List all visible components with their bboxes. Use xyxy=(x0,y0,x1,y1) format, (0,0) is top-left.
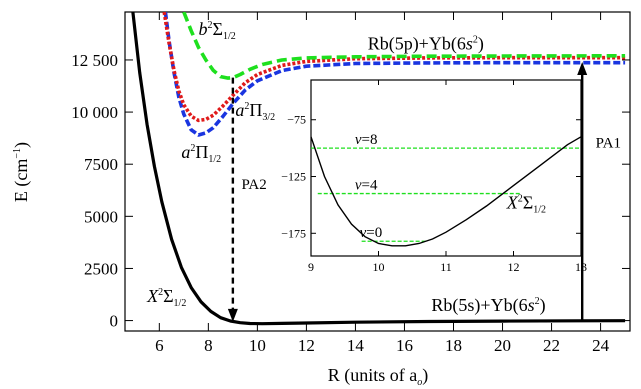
plot-frame xyxy=(124,11,631,332)
x-tick-label: 20 xyxy=(494,336,511,355)
inset-y-tick-label: −125 xyxy=(281,170,306,184)
inset-y-tick-label: −75 xyxy=(287,113,306,127)
label-x-state: X2Σ1/2 xyxy=(146,286,186,309)
x-axis-ticks: 6 8 10 12 14 16 18 20 22 24 xyxy=(155,12,610,355)
vibrational-level-label: ν=0 xyxy=(360,225,383,241)
arrows xyxy=(227,62,588,323)
y-axis-ticks: 0 2500 5000 7500 10 000 12 500 xyxy=(71,51,630,331)
series-b-line xyxy=(182,12,626,80)
inset-label-x-state: X2Σ1/2 xyxy=(506,192,546,215)
label-a1-state: a2Π1/2 xyxy=(181,142,221,165)
x-tick-label: 8 xyxy=(204,336,213,355)
inset-x-tick-label: 9 xyxy=(308,260,314,274)
inset-plot: 9 10 11 12 13 −75 −125 −175 ν=8 ν=4 ν=0 X2Σ1/2 xyxy=(281,79,587,274)
inset-vibrational-levels: ν=8 ν=4 ν=0 xyxy=(311,132,581,242)
label-PA2: PA2 xyxy=(241,177,266,193)
vibrational-level-label: ν=4 xyxy=(355,178,378,194)
label-PA1: PA1 xyxy=(596,136,621,152)
series-a1-line xyxy=(163,12,626,137)
arrow-PA2-head xyxy=(227,308,238,322)
label-lower-asymptote: Rb(5s)+Yb(6s2) xyxy=(431,295,545,316)
y-tick-label: 2500 xyxy=(84,259,118,278)
series-a3-line xyxy=(162,12,626,123)
inset-curve xyxy=(310,136,582,247)
y-tick-label: 0 xyxy=(110,312,119,331)
y-tick-label: 12 500 xyxy=(71,51,118,70)
x-tick-label: 14 xyxy=(347,336,365,355)
x-tick-label: 12 xyxy=(298,336,315,355)
inset-x-tick-label: 10 xyxy=(373,260,385,274)
inset-frame xyxy=(310,79,582,257)
vibrational-level-label: ν=8 xyxy=(355,132,378,148)
series-X-line xyxy=(131,12,626,326)
arrow-PA1-head xyxy=(577,62,588,76)
inset-x-tick-label: 11 xyxy=(440,260,452,274)
x-tick-label: 24 xyxy=(592,336,610,355)
y-axis-label: E (cm−1) xyxy=(11,142,32,202)
curve-labels: b2Σ1/2 a2Π1/2 a2Π3/2 X2Σ1/2 Rb(5p)+Yb(6s2) Rb… xyxy=(146,19,621,316)
x-tick-label: 6 xyxy=(155,336,164,355)
curves xyxy=(131,12,626,326)
label-b-state: b2Σ1/2 xyxy=(199,19,236,42)
x-tick-label: 16 xyxy=(396,336,413,355)
label-upper-asymptote: Rb(5p)+Yb(6s2) xyxy=(368,34,484,55)
label-a3-state: a2Π3/2 xyxy=(235,100,275,123)
inset-x-tick-label: 12 xyxy=(508,260,520,274)
x-axis-label: R (units of ao) xyxy=(328,365,429,388)
y-tick-label: 5000 xyxy=(84,207,118,226)
y-tick-label: 10 000 xyxy=(71,103,118,122)
y-tick-label: 7500 xyxy=(84,155,118,174)
x-tick-label: 22 xyxy=(543,336,560,355)
inset-y-tick-label: −175 xyxy=(281,226,306,240)
inset-x-tick-label: 13 xyxy=(575,260,587,274)
inset-labels: X2Σ1/2 xyxy=(506,192,546,215)
x-tick-label: 18 xyxy=(445,336,462,355)
inset-potential-curve xyxy=(310,136,582,247)
x-tick-label: 10 xyxy=(249,336,266,355)
inset-ticks: 9 10 11 12 13 −75 −125 −175 xyxy=(281,80,587,274)
